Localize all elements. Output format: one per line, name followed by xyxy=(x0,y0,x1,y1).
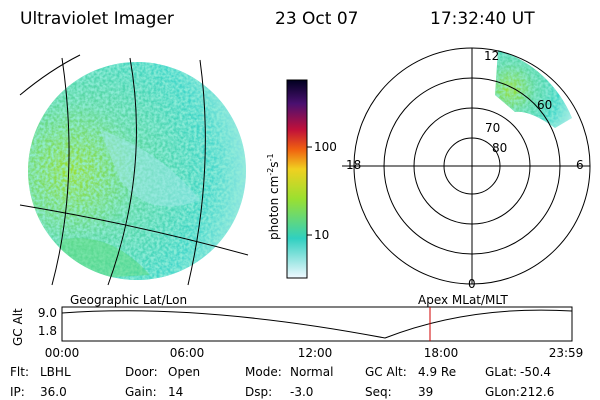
ring-label: 60 xyxy=(537,98,552,112)
colorbar-tick-label: 10 xyxy=(314,228,329,242)
colorbar xyxy=(286,79,308,279)
colorbar-tick-label: 100 xyxy=(314,140,337,154)
field-label: Mode: xyxy=(245,365,282,379)
colorbar-label: photon cm-2s-1 xyxy=(266,153,281,240)
field-label: GLat: xyxy=(485,365,517,379)
field-value: -3.0 xyxy=(290,385,313,399)
timeline-ylabel: GC Alt xyxy=(11,308,25,346)
timeline-ytick: 1.8 xyxy=(38,324,57,338)
timeline-ytick: 9.0 xyxy=(38,306,57,320)
field-value: LBHL xyxy=(40,365,71,379)
field-value: 4.9 Re xyxy=(418,365,456,379)
field-value: 36.0 xyxy=(40,385,67,399)
field-value: 212.6 xyxy=(520,385,554,399)
title: Ultraviolet Imager xyxy=(20,9,174,29)
field-label: IP: xyxy=(10,385,25,399)
ring-label: 70 xyxy=(485,121,500,135)
field-label: GLon: xyxy=(485,385,520,399)
field-label: Seq: xyxy=(365,385,392,399)
field-value: 14 xyxy=(168,385,183,399)
timeline-right-label: Apex MLat/MLT xyxy=(418,293,508,307)
timeline-xtick: 06:00 xyxy=(170,346,205,360)
mlt-label: 12 xyxy=(484,49,499,63)
geo-grid xyxy=(19,54,249,286)
field-label: Gain: xyxy=(125,385,157,399)
polar-plot xyxy=(342,47,591,285)
field-value: 39 xyxy=(418,385,433,399)
field-label: Dsp: xyxy=(245,385,272,399)
field-label: Door: xyxy=(125,365,158,379)
mlt-label: 6 xyxy=(576,158,584,172)
field-value: -50.4 xyxy=(520,365,551,379)
field-label: GC Alt: xyxy=(365,365,407,379)
timeline-xtick: 12:00 xyxy=(298,346,333,360)
mlt-label: 18 xyxy=(346,158,361,172)
date: 23 Oct 07 xyxy=(275,9,358,29)
field-label: Flt: xyxy=(10,365,29,379)
timeline-frame xyxy=(61,306,573,342)
timeline-xtick: 18:00 xyxy=(424,346,459,360)
ring-label: 80 xyxy=(492,141,507,155)
field-value: Normal xyxy=(290,365,333,379)
field-value: Open xyxy=(168,365,200,379)
globe-image xyxy=(28,62,246,280)
timeline-xtick: 00:00 xyxy=(45,346,80,360)
altitude-curve xyxy=(61,309,573,339)
time: 17:32:40 UT xyxy=(430,9,535,29)
timeline-left-label: Geographic Lat/Lon xyxy=(70,293,187,307)
mlt-label: 0 xyxy=(468,277,476,291)
timeline-xtick: 23:59 xyxy=(549,346,584,360)
